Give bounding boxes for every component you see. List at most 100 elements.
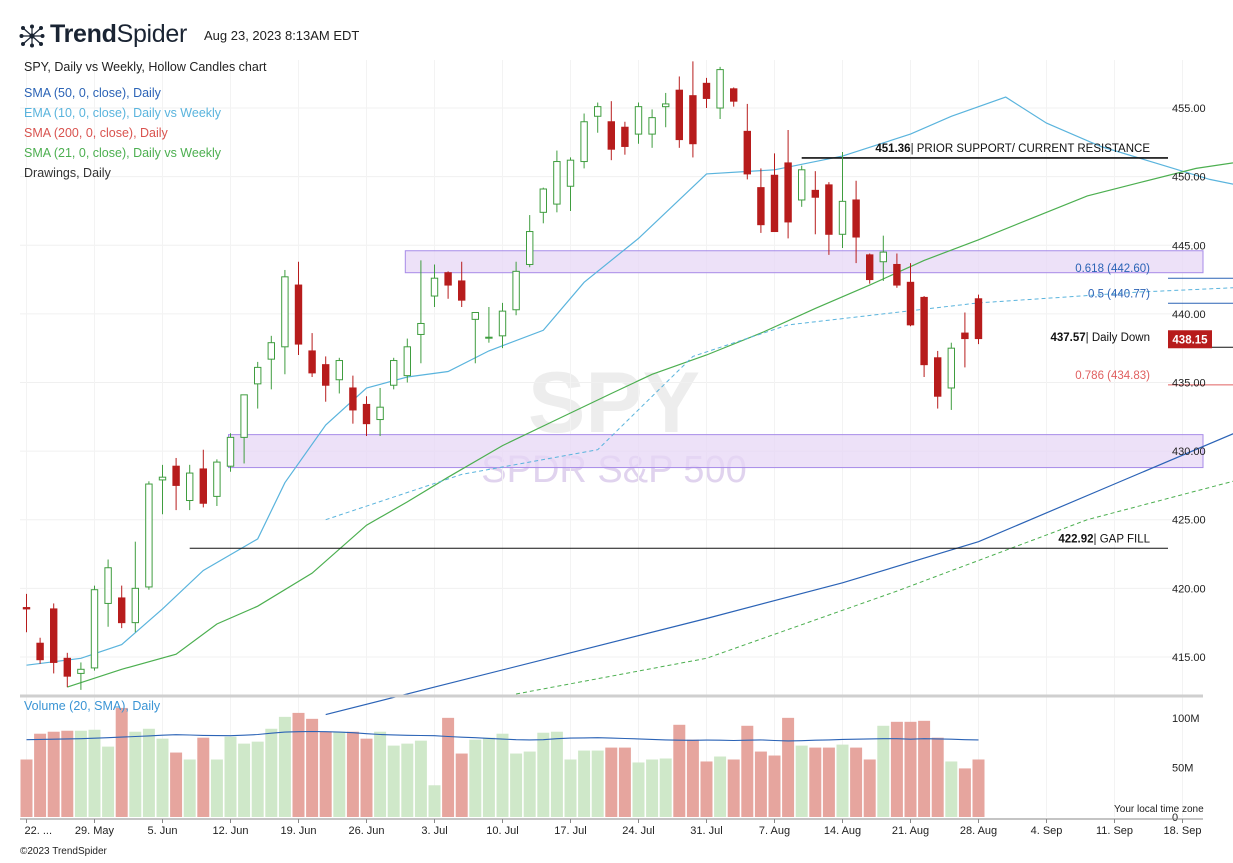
level-text: 0.5 (440.77)	[1088, 288, 1150, 300]
volume-bar	[482, 737, 495, 817]
volume-bar	[822, 747, 835, 817]
candle	[607, 101, 615, 161]
candle	[974, 294, 983, 345]
ma-line-0	[325, 433, 1233, 716]
x-axis-label: 21. Aug	[892, 825, 929, 837]
candle	[798, 165, 806, 207]
volume-bar	[618, 747, 631, 817]
candle	[689, 61, 697, 158]
candle	[281, 269, 289, 375]
candle-body	[770, 174, 779, 233]
volume-bar	[632, 762, 645, 817]
volume-bar	[836, 744, 849, 817]
candle	[362, 396, 371, 437]
x-axis-label: 24. Jul	[622, 825, 654, 837]
level-label-5: 422.92| GAP FILL	[1058, 533, 1150, 545]
volume-axis-label: 0	[1172, 812, 1178, 824]
volume-bar	[428, 785, 441, 817]
candle	[825, 182, 833, 255]
candle	[158, 464, 167, 515]
candle-body	[784, 162, 792, 223]
candle	[838, 151, 847, 249]
x-axis-label: 18. Sep	[1164, 825, 1202, 837]
volume-bar	[795, 745, 808, 817]
volume-bar	[265, 728, 278, 817]
brand-bold: Trend	[50, 20, 117, 48]
indicator-legend-sma21[interactable]: SMA (21, 0, close), Daily vs Weekly	[24, 146, 222, 160]
candle	[512, 261, 520, 316]
level-value: 451.36	[875, 143, 910, 155]
candle-body	[879, 251, 887, 263]
candle-body	[798, 169, 806, 201]
candle	[920, 296, 928, 377]
volume-bar	[550, 731, 563, 817]
volume-bar	[224, 736, 237, 817]
candle-body	[566, 159, 575, 187]
candle	[458, 261, 466, 308]
x-axis-label: 4. Sep	[1031, 825, 1063, 837]
volume-bar	[741, 725, 754, 817]
candle	[430, 264, 439, 308]
volume-bar	[61, 730, 74, 817]
x-axis-label: 22. ...	[25, 825, 53, 837]
candle	[770, 153, 779, 233]
volume-bar	[958, 768, 971, 817]
volume-bar	[455, 753, 468, 817]
candle-body	[526, 231, 534, 265]
volume-axis-label: 50M	[1172, 762, 1193, 774]
candle-body	[322, 364, 330, 386]
volume-bar	[197, 737, 210, 817]
ma-line-1	[26, 96, 1233, 666]
candle-body	[77, 668, 85, 674]
timezone-note: Your local time zone	[1114, 804, 1204, 815]
candle	[811, 171, 819, 235]
volume-bar	[414, 740, 427, 817]
candle	[716, 66, 724, 120]
candle-body	[458, 280, 466, 301]
volume-bar	[238, 743, 251, 817]
volume-bar	[401, 743, 414, 817]
candle-body	[906, 281, 915, 326]
candle	[730, 87, 738, 107]
volume-pane-label: Volume (20, SMA), Daily	[24, 699, 161, 713]
volume-bar	[727, 759, 740, 817]
volume-bar	[496, 733, 509, 817]
candle	[50, 603, 58, 674]
candle-body	[240, 394, 248, 438]
candle-body	[539, 188, 547, 213]
volume-bar	[673, 724, 686, 817]
volume-bar	[387, 745, 400, 817]
indicator-legend-ema10[interactable]: EMA (10, 0, close), Daily vs Weekly	[24, 106, 222, 120]
axes: 415.00 420.00 425.00 430.00 435.00 440.00 445.…	[20, 103, 1206, 837]
volume-bar	[564, 759, 577, 817]
indicator-legend-sma50[interactable]: SMA (50, 0, close), Daily	[24, 86, 161, 100]
candle-body	[716, 69, 724, 109]
x-axis-label: 10. Jul	[486, 825, 518, 837]
candle	[417, 260, 425, 364]
volume-bar	[918, 720, 931, 817]
zone-upper	[404, 250, 1204, 274]
candle	[485, 307, 493, 343]
volume-bar	[972, 759, 985, 817]
candle-body	[254, 366, 262, 385]
indicator-legend-sma200[interactable]: SMA (200, 0, close), Daily	[24, 126, 168, 140]
candle-body	[580, 121, 588, 163]
candle-body	[63, 657, 71, 677]
candle	[498, 302, 507, 349]
volume-bar	[659, 758, 672, 817]
level-text: 0.786 (434.83)	[1075, 370, 1150, 382]
volume-bar	[578, 750, 591, 817]
candle	[199, 449, 208, 508]
x-axis-label: 14. Aug	[824, 825, 861, 837]
volume-bar	[102, 746, 115, 817]
candle-body	[104, 567, 112, 604]
candle-body	[430, 277, 439, 297]
volume-bar	[306, 718, 319, 817]
volume-bar	[469, 739, 482, 817]
candle-body	[335, 360, 344, 381]
volume-bar	[278, 716, 291, 817]
candle	[648, 109, 656, 148]
volume-bar	[890, 721, 903, 817]
indicator-legend-drawings[interactable]: Drawings, Daily	[24, 166, 111, 180]
